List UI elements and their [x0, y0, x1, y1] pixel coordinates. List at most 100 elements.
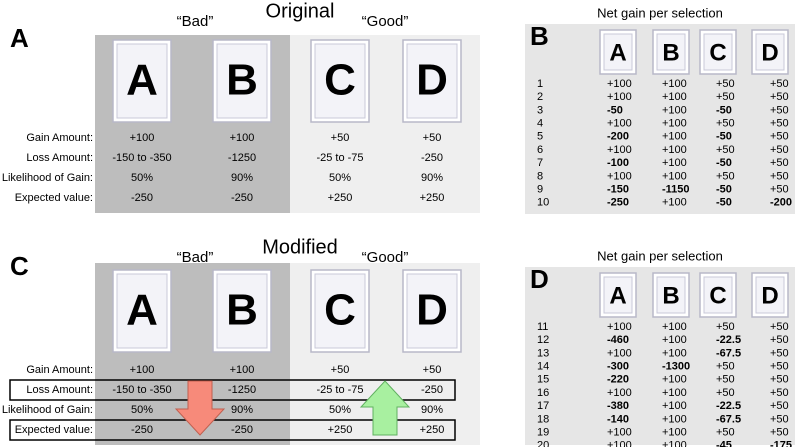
- row-label: Gain Amount:: [26, 364, 93, 376]
- cell: +50: [770, 144, 789, 156]
- cell: 50%: [131, 172, 153, 184]
- cell: -50: [716, 104, 732, 116]
- cell: +250: [328, 424, 353, 436]
- cell: +50: [770, 91, 789, 103]
- cell: +100: [662, 157, 687, 169]
- card-letter: B: [662, 282, 679, 309]
- card-letter: A: [609, 39, 626, 66]
- cell: -300: [607, 361, 629, 373]
- row-number: 2: [537, 91, 543, 103]
- cell: -22.5: [716, 334, 741, 346]
- cell: 50%: [131, 404, 153, 416]
- row-number: 13: [537, 347, 549, 359]
- cell: +100: [662, 347, 687, 359]
- cell: +100: [662, 334, 687, 346]
- cell: -50: [716, 197, 732, 209]
- cell: +50: [770, 400, 789, 412]
- cell: +100: [662, 91, 687, 103]
- cell: +100: [607, 321, 632, 333]
- cell: 90%: [421, 404, 443, 416]
- row-number: 17: [537, 400, 549, 412]
- cell: +50: [716, 321, 735, 333]
- row-number: 4: [537, 118, 543, 130]
- cell: -67.5: [716, 347, 741, 359]
- cell: -25 to -75: [316, 152, 363, 164]
- cell: -250: [421, 152, 443, 164]
- group-label: “Good”: [362, 13, 409, 30]
- cell: -50: [607, 104, 623, 116]
- cell: +100: [607, 91, 632, 103]
- cell: +50: [331, 364, 350, 376]
- card-letter: D: [761, 39, 778, 66]
- cell: -250: [607, 197, 629, 209]
- table-title: Net gain per selection: [597, 248, 723, 263]
- cell: -220: [607, 374, 629, 386]
- cell: -380: [607, 400, 629, 412]
- row-label: Likelihood of Gain:: [2, 404, 93, 416]
- cell: +100: [662, 374, 687, 386]
- row-number: 1: [537, 78, 543, 90]
- cell: -140: [607, 413, 629, 425]
- cell: +50: [716, 91, 735, 103]
- cell: +100: [607, 347, 632, 359]
- cell: -1250: [228, 152, 256, 164]
- row-number: 19: [537, 427, 549, 439]
- card-letter: C: [709, 282, 726, 309]
- cell: -22.5: [716, 400, 741, 412]
- cell: +100: [230, 132, 255, 144]
- card-letter: D: [761, 282, 778, 309]
- cell: -50: [716, 157, 732, 169]
- cell: -200: [770, 197, 792, 209]
- panel-title: Original: [266, 0, 335, 22]
- card-letter: D: [416, 286, 448, 335]
- cell: 50%: [329, 172, 351, 184]
- card-pattern: [406, 273, 458, 349]
- cell: +50: [331, 132, 350, 144]
- panel-letter: D: [530, 264, 549, 294]
- card-pattern: [755, 33, 785, 71]
- card-letter: A: [609, 282, 626, 309]
- card-letter: C: [709, 39, 726, 66]
- cell: 90%: [231, 404, 253, 416]
- cell: +100: [662, 78, 687, 90]
- row-number: 3: [537, 104, 543, 116]
- cell: +50: [770, 78, 789, 90]
- card-letter: A: [126, 56, 158, 105]
- card-pattern: [314, 43, 366, 119]
- cell: -250: [231, 192, 253, 204]
- panel-letter: B: [530, 21, 549, 51]
- card-pattern: [603, 33, 633, 71]
- card-letter: D: [416, 56, 448, 105]
- row-label: Expected value:: [15, 424, 93, 436]
- cell: +100: [607, 78, 632, 90]
- cell: +100: [230, 364, 255, 376]
- cell: +100: [662, 104, 687, 116]
- cell: -150 to -350: [112, 384, 171, 396]
- cell: +50: [716, 427, 735, 439]
- card-letter: C: [324, 286, 356, 335]
- cell: +50: [770, 157, 789, 169]
- row-label: Loss Amount:: [26, 152, 93, 164]
- row-label: Expected value:: [15, 192, 93, 204]
- row-number: 20: [537, 440, 549, 447]
- cell: -67.5: [716, 413, 741, 425]
- cell: +50: [770, 334, 789, 346]
- cell: +100: [662, 413, 687, 425]
- card-letter: C: [324, 56, 356, 105]
- card-pattern: [656, 33, 686, 71]
- row-number: 10: [537, 197, 549, 209]
- card-letter: A: [126, 286, 158, 335]
- cell: 50%: [329, 404, 351, 416]
- cell: +50: [770, 321, 789, 333]
- cell: +50: [770, 387, 789, 399]
- row-number: 6: [537, 144, 543, 156]
- row-number: 12: [537, 334, 549, 346]
- cell: +50: [770, 374, 789, 386]
- card-pattern: [314, 273, 366, 349]
- card-letter: B: [226, 56, 258, 105]
- cell: +250: [328, 192, 353, 204]
- group-label: “Good”: [362, 249, 409, 266]
- row-label: Loss Amount:: [26, 384, 93, 396]
- card-pattern: [216, 43, 268, 119]
